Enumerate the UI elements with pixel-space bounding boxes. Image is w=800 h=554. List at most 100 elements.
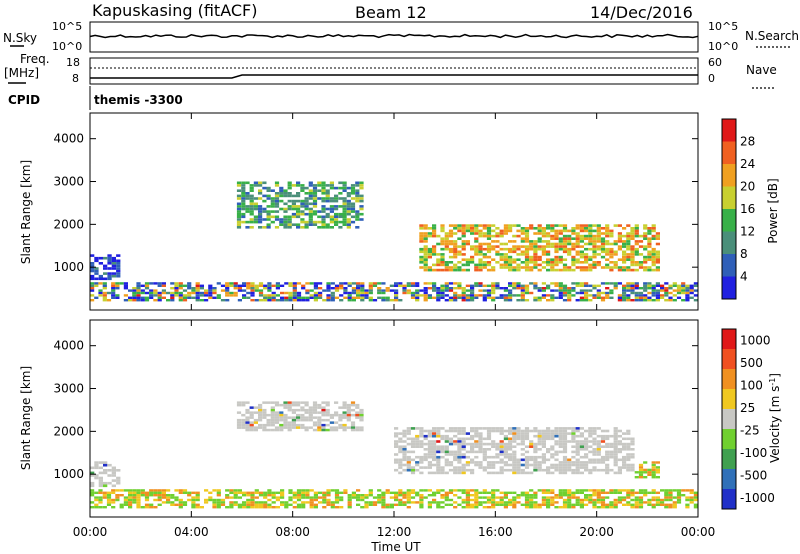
velocity-cell	[512, 445, 517, 448]
power-cell	[249, 226, 254, 229]
power-cell	[465, 224, 470, 227]
power-cell	[245, 192, 250, 195]
velocity-cell	[457, 453, 462, 456]
velocity-cell	[436, 448, 441, 451]
velocity-cell	[622, 461, 627, 464]
power-cell	[579, 255, 584, 259]
power-cell	[486, 261, 492, 264]
power-cell	[229, 294, 234, 297]
velocity-cell	[106, 496, 112, 499]
velocity-cell	[579, 498, 584, 502]
power-cell	[339, 287, 344, 290]
power-cell	[605, 253, 610, 256]
velocity-cell	[444, 498, 449, 502]
power-cell	[486, 245, 492, 248]
power-cell	[107, 256, 112, 260]
velocity-cell	[270, 423, 275, 427]
velocity-cell	[529, 498, 534, 502]
velocity-cell	[470, 471, 475, 475]
velocity-panel-frame	[89, 319, 699, 518]
power-cell	[279, 192, 284, 195]
velocity-cell	[562, 442, 568, 446]
power-cell	[98, 274, 103, 278]
power-cell	[245, 181, 250, 185]
velocity-cell	[676, 489, 682, 492]
velocity-cell	[233, 501, 238, 504]
power-cell	[600, 255, 606, 259]
velocity-cell	[191, 491, 196, 494]
power-cell	[681, 282, 686, 285]
velocity-cell	[524, 455, 530, 459]
velocity-cell	[326, 498, 331, 502]
velocity-cell	[432, 427, 437, 430]
power-cell	[258, 215, 263, 219]
velocity-cell	[491, 463, 496, 467]
power-cell	[241, 197, 246, 200]
velocity-cell	[478, 445, 483, 448]
power-cell	[600, 299, 606, 302]
power-cell	[284, 296, 289, 299]
velocity-cell	[427, 503, 432, 506]
power-cell	[274, 210, 280, 213]
velocity-cell	[605, 455, 610, 459]
velocity-cell	[638, 476, 644, 479]
power-cell	[575, 242, 580, 246]
velocity-cell	[613, 491, 618, 494]
power-cell	[571, 287, 576, 290]
power-cell	[161, 289, 166, 292]
velocity-cell	[300, 416, 305, 419]
power-cell	[423, 240, 428, 243]
velocity-cell	[267, 506, 272, 509]
velocity-cell	[457, 503, 462, 506]
power-cell	[474, 266, 479, 269]
velocity-y-tick-label: 3000	[53, 382, 84, 396]
velocity-cell	[495, 489, 500, 492]
velocity-cell	[457, 448, 462, 451]
velocity-cell	[478, 496, 483, 499]
velocity-cell	[495, 461, 500, 464]
velocity-cell	[668, 494, 673, 497]
velocity-cell	[486, 471, 492, 475]
power-cell	[491, 284, 496, 287]
velocity-cell	[287, 403, 292, 407]
power-cell	[98, 256, 103, 260]
velocity-cell	[660, 498, 665, 502]
velocity-cell	[364, 494, 369, 497]
power-cell	[94, 269, 99, 273]
power-cell	[546, 268, 551, 272]
power-cell	[503, 263, 508, 267]
power-cell	[575, 291, 580, 295]
power-cell	[562, 227, 568, 230]
velocity-cell	[634, 503, 639, 506]
velocity-cell	[499, 440, 504, 443]
velocity-cell	[588, 429, 593, 433]
power-cell	[554, 229, 559, 233]
power-cell	[258, 291, 264, 295]
velocity-cell	[406, 429, 411, 433]
power-cell	[132, 299, 137, 302]
velocity-cell	[558, 491, 563, 494]
power-cell	[270, 220, 275, 224]
velocity-cell	[406, 455, 411, 459]
velocity-cell	[491, 506, 496, 509]
power-cell	[554, 289, 559, 292]
velocity-cell	[630, 442, 635, 446]
power-cell	[102, 296, 107, 299]
velocity-cell	[270, 406, 275, 409]
power-cell	[520, 232, 525, 235]
velocity-cell	[364, 503, 369, 506]
power-cell	[312, 197, 318, 200]
power-cell	[546, 294, 551, 297]
velocity-cell	[461, 489, 466, 492]
power-cell	[634, 294, 639, 297]
velocity-cell	[605, 437, 610, 441]
power-cell	[448, 261, 454, 264]
power-cell	[90, 262, 95, 265]
velocity-cell	[90, 494, 95, 497]
power-cell	[304, 226, 309, 229]
velocity-cell	[419, 445, 424, 448]
power-cell	[634, 240, 639, 243]
power-cell	[287, 223, 292, 226]
power-cell	[689, 287, 694, 290]
power-cell	[634, 261, 639, 264]
